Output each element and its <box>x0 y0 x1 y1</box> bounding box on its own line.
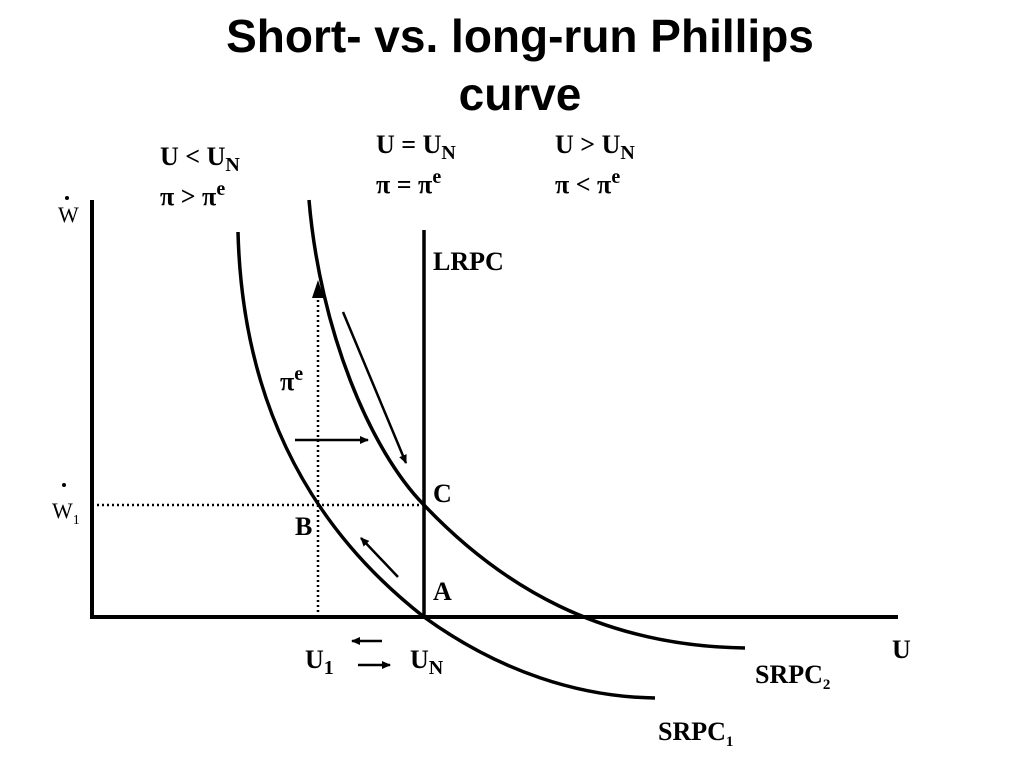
curve-label: SRPC2 <box>755 660 830 693</box>
x-tick-label: UN <box>410 645 444 679</box>
x-axis-label: U <box>892 635 911 664</box>
region-label: U > UN <box>555 130 635 164</box>
expectation-label: πe <box>280 363 303 396</box>
region-label: π > πe <box>160 178 225 211</box>
arrow <box>341 311 408 464</box>
dot-accent <box>62 483 66 487</box>
arrowhead <box>312 280 324 298</box>
region-label: π < πe <box>555 166 620 199</box>
srpc2-curve <box>307 199 746 650</box>
y-axis-label: W <box>58 202 79 227</box>
dot-accent <box>65 196 69 200</box>
point-label: C <box>433 479 452 508</box>
curve-label: SRPC1 <box>658 717 733 750</box>
point-label: A <box>433 577 452 606</box>
y-tick-label: W1 <box>52 498 80 528</box>
arrow <box>360 537 399 578</box>
region-label: π = πe <box>376 166 441 199</box>
title: Short- vs. long-run Phillips curve <box>226 10 814 120</box>
title-line: curve <box>459 68 582 120</box>
point-label: B <box>295 512 312 541</box>
curve-label: LRPC <box>433 247 504 276</box>
region-label: U < UN <box>160 142 240 176</box>
srpc1-curve <box>236 231 656 700</box>
region-label: U = UN <box>376 130 456 164</box>
x-tick-label: U1 <box>305 645 334 679</box>
